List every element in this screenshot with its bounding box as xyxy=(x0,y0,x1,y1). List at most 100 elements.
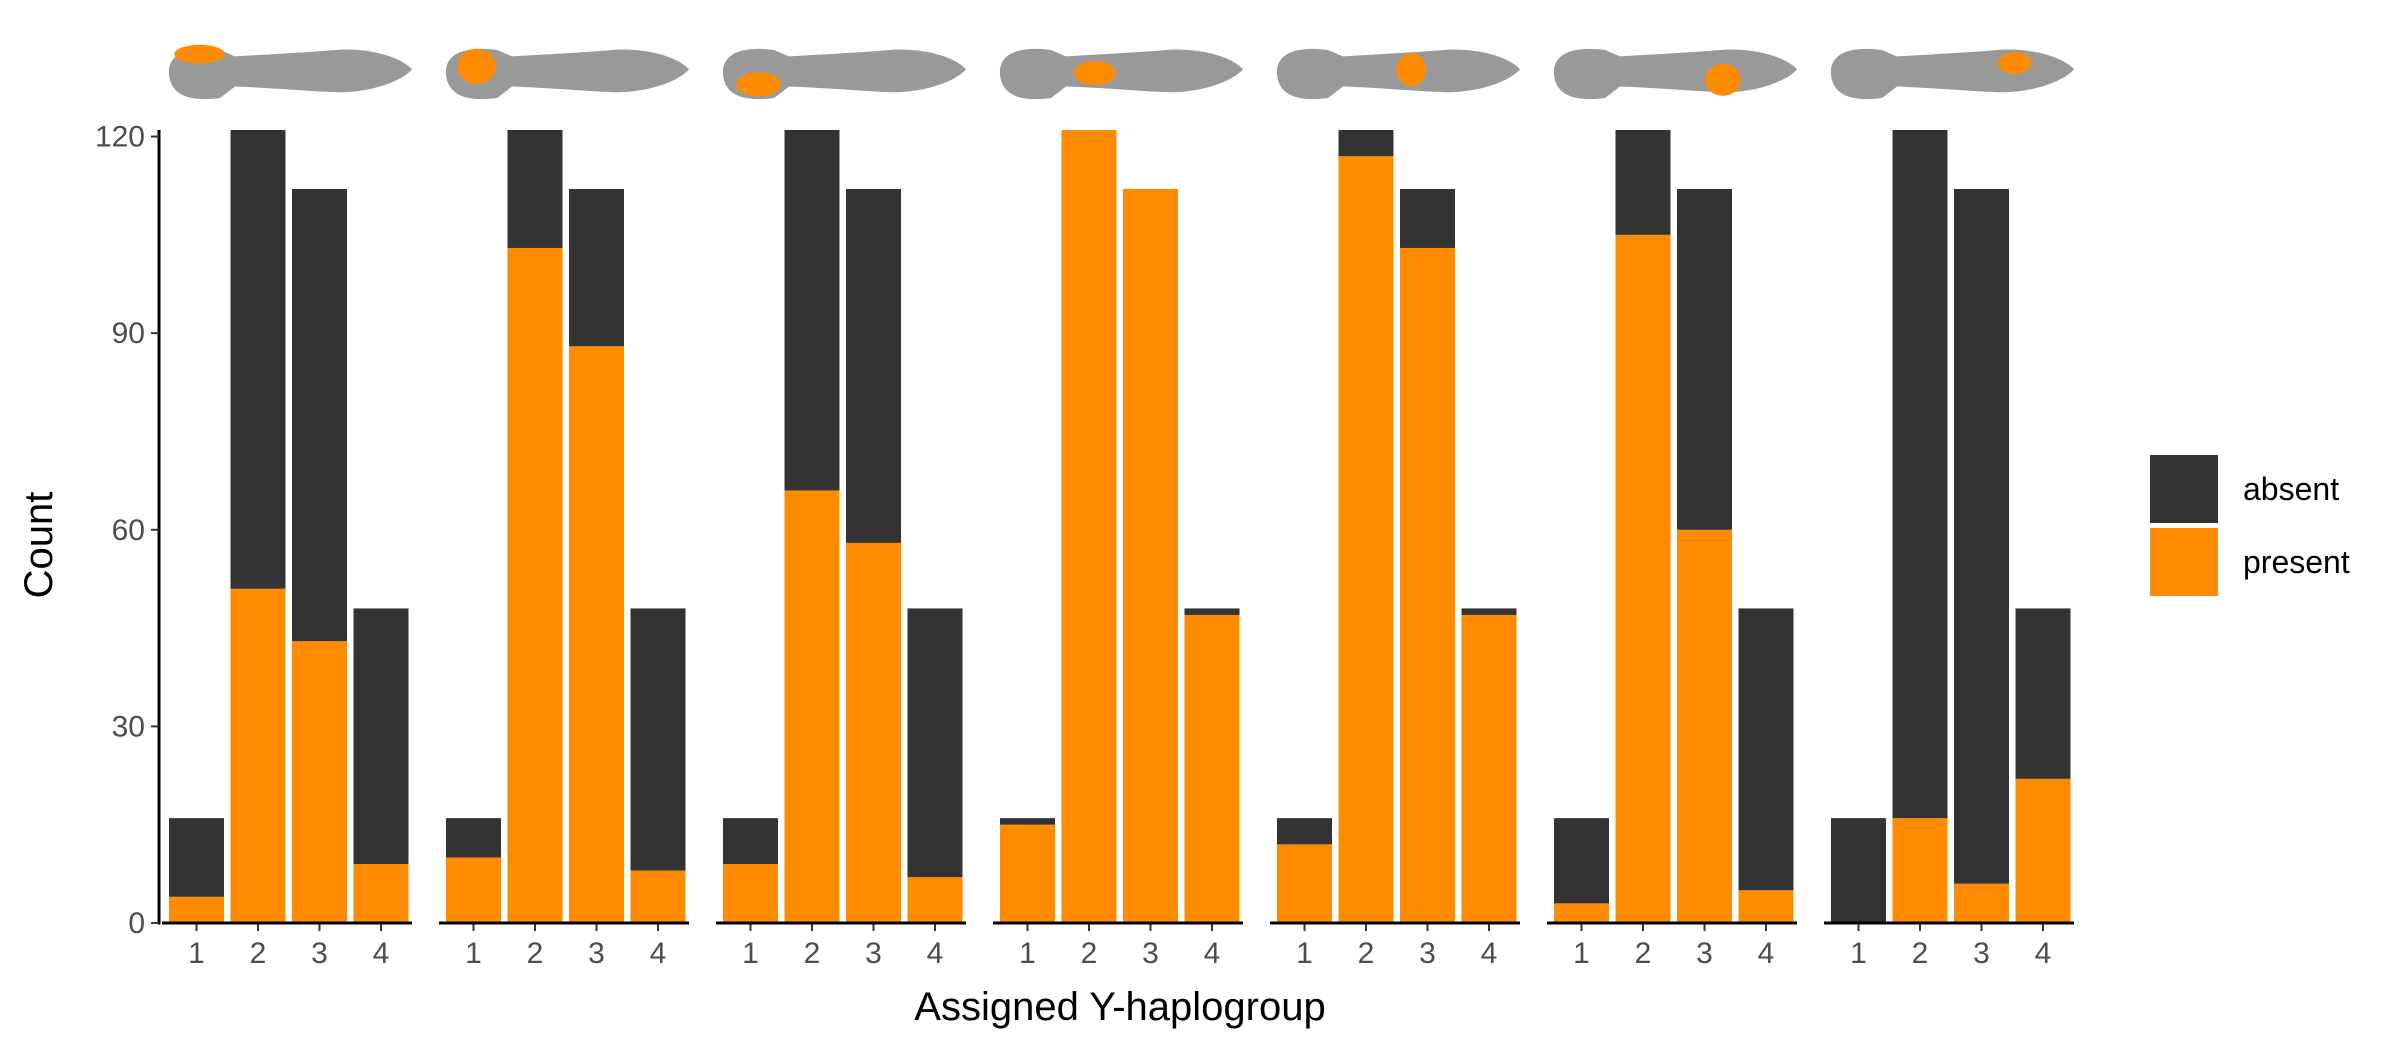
fish-body-shape xyxy=(1553,48,1797,100)
bar-absent-cat-3 xyxy=(1954,188,2009,884)
fish-silhouette-icon xyxy=(1553,48,1797,100)
x-tick-label: 3 xyxy=(588,937,605,970)
bar-present-cat-2 xyxy=(784,490,840,923)
fish-silhouette-icon xyxy=(999,48,1243,100)
bar-present-cat-1 xyxy=(446,857,501,923)
orange-spot-mark xyxy=(736,72,781,97)
x-tick-label: 4 xyxy=(2035,937,2052,970)
orange-spot-mark xyxy=(1396,53,1427,87)
facet-panel: 1 2 3 4 xyxy=(1547,48,1797,970)
bar-present-cat-2 xyxy=(1892,818,1948,923)
bar-present-cat-4 xyxy=(353,864,409,923)
bar-present-cat-3 xyxy=(569,346,624,924)
bar-present-cat-4 xyxy=(1461,614,1517,923)
fish-body-shape xyxy=(722,48,966,100)
y-axis: 0 30 60 90 120 xyxy=(95,121,161,940)
fish-body-shape xyxy=(999,48,1243,100)
x-tick-label: 1 xyxy=(1573,937,1590,970)
bar-present-cat-1 xyxy=(1000,824,1055,923)
bar-absent-cat-3 xyxy=(1400,188,1455,248)
orange-spot-mark xyxy=(1705,63,1741,96)
y-tick-label: 30 xyxy=(112,710,145,743)
x-tick-label: 3 xyxy=(1973,937,1990,970)
y-tick-label: 0 xyxy=(128,907,145,940)
bar-absent-cat-1 xyxy=(1000,818,1055,825)
bar-present-cat-4 xyxy=(2015,778,2071,923)
y-tick-label: 120 xyxy=(95,121,145,154)
bar-present-cat-2 xyxy=(507,247,563,924)
facet-panel: 1 2 3 4 xyxy=(716,48,966,970)
fish-body-shape xyxy=(168,48,412,100)
x-tick-label: 4 xyxy=(1204,937,1221,970)
x-tick-label: 2 xyxy=(804,937,821,970)
bar-present-cat-3 xyxy=(846,542,901,923)
bar-absent-cat-4 xyxy=(630,608,686,871)
x-tick-label: 2 xyxy=(1912,937,1929,970)
x-tick-label: 2 xyxy=(527,937,544,970)
bar-absent-cat-1 xyxy=(1277,818,1332,845)
orange-spot-mark xyxy=(174,44,225,64)
bar-absent-cat-2 xyxy=(507,130,563,248)
bar-absent-cat-2 xyxy=(230,130,286,589)
bar-present-cat-3 xyxy=(1123,188,1178,924)
bar-absent-cat-2 xyxy=(784,130,840,491)
bar-absent-cat-2 xyxy=(1338,130,1394,157)
x-tick-label: 3 xyxy=(311,937,328,970)
bar-present-cat-3 xyxy=(1954,883,2009,923)
bar-present-cat-1 xyxy=(723,864,778,923)
fish-body-shape xyxy=(445,48,689,100)
y-tick-label: 90 xyxy=(112,317,145,350)
legend-label-absent: absent xyxy=(2243,471,2339,507)
facet-panels: 1 2 3 4 1 2 3 4 1 2 3 4 1 2 3 4 1 2 3 4 1 2 3 4 1 2 3 4 xyxy=(162,44,2074,970)
bar-present-cat-1 xyxy=(169,896,224,923)
x-tick-label: 2 xyxy=(1081,937,1098,970)
x-axis-title: Assigned Y-haplogroup xyxy=(914,985,1325,1029)
x-tick-label: 1 xyxy=(1019,937,1036,970)
y-axis-title: Count xyxy=(17,492,61,599)
bar-present-cat-3 xyxy=(1677,529,1732,923)
x-tick-label: 4 xyxy=(650,937,667,970)
bar-absent-cat-4 xyxy=(1461,608,1517,615)
bar-absent-cat-2 xyxy=(1615,130,1671,235)
bar-absent-cat-2 xyxy=(1892,130,1948,819)
fish-silhouette-icon xyxy=(168,44,412,100)
bar-absent-cat-4 xyxy=(907,608,963,878)
bar-absent-cat-1 xyxy=(446,818,501,858)
bar-absent-cat-4 xyxy=(1184,608,1240,615)
fish-body-shape xyxy=(1830,48,2074,100)
bar-present-cat-1 xyxy=(1554,903,1609,923)
x-tick-label: 3 xyxy=(1419,937,1436,970)
bar-present-cat-1 xyxy=(1277,844,1332,923)
x-tick-label: 4 xyxy=(1481,937,1498,970)
x-tick-label: 1 xyxy=(465,937,482,970)
bar-present-cat-4 xyxy=(907,877,963,923)
bar-absent-cat-3 xyxy=(292,188,347,642)
bar-present-cat-3 xyxy=(1400,247,1455,924)
fish-silhouette-icon xyxy=(1830,48,2074,100)
x-tick-label: 1 xyxy=(742,937,759,970)
x-tick-label: 4 xyxy=(927,937,944,970)
x-tick-label: 3 xyxy=(865,937,882,970)
bar-absent-cat-4 xyxy=(1738,608,1794,891)
fish-silhouette-icon xyxy=(722,48,966,100)
y-tick-label: 60 xyxy=(112,514,145,547)
legend-label-present: present xyxy=(2243,544,2350,580)
x-tick-label: 1 xyxy=(1296,937,1313,970)
bar-present-cat-2 xyxy=(1338,156,1394,924)
facet-panel: 1 2 3 4 xyxy=(993,48,1243,970)
bar-present-cat-4 xyxy=(630,870,686,923)
bar-absent-cat-3 xyxy=(569,188,624,347)
legend-key-absent xyxy=(2150,455,2218,523)
bar-present-cat-2 xyxy=(1615,234,1671,923)
orange-spot-mark xyxy=(457,48,496,85)
bar-present-cat-4 xyxy=(1738,890,1794,923)
bar-present-cat-4 xyxy=(1184,614,1240,923)
fish-silhouette-icon xyxy=(445,48,689,100)
facet-panel: 1 2 3 4 xyxy=(162,44,412,970)
bar-absent-cat-3 xyxy=(846,188,901,543)
x-tick-label: 4 xyxy=(373,937,390,970)
x-tick-label: 2 xyxy=(1358,937,1375,970)
bar-absent-cat-4 xyxy=(2015,608,2071,779)
x-tick-label: 2 xyxy=(250,937,267,970)
